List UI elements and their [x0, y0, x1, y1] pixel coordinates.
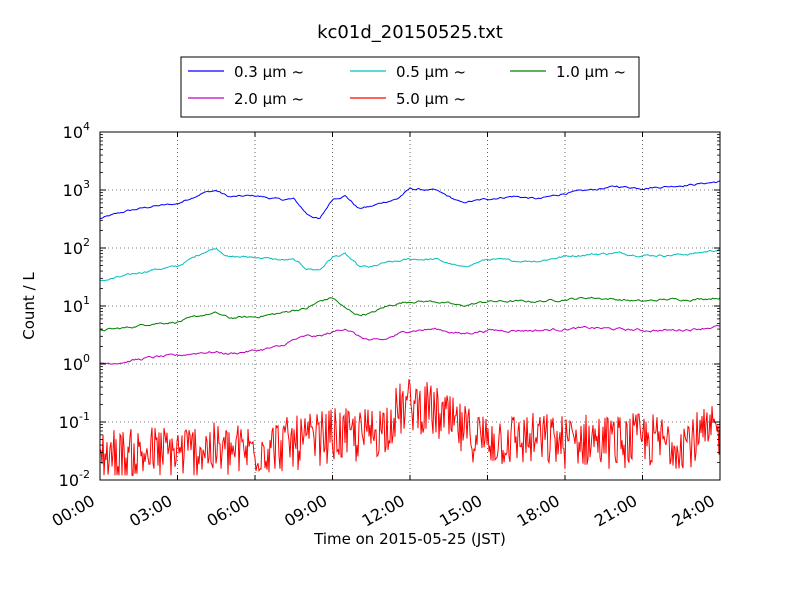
y-tick-label: 104: [63, 120, 90, 142]
y-tick-label: 102: [63, 236, 90, 258]
legend-label-4: 2.0 μm ~: [234, 90, 304, 108]
y-tick-label: 103: [63, 178, 90, 200]
legend-label-5: 5.0 μm ~: [396, 90, 466, 108]
legend-label-1: 0.3 μm ~: [234, 63, 304, 81]
legend-frame: [180, 56, 640, 118]
chart-title: kc01d_20150525.txt: [317, 22, 503, 43]
y-tick-label: 100: [63, 352, 90, 374]
series-line-3: [99, 296, 721, 332]
grid: [100, 132, 720, 480]
series-line-4: [99, 324, 721, 365]
y-tick-label: 101: [63, 294, 90, 316]
legend: 0.3 μm ~ 0.5 μm ~ 1.0 μm ~ 2.0 μm ~ 5.0 μm ~: [180, 56, 640, 118]
legend-label-2: 0.5 μm ~: [396, 63, 466, 81]
y-tick-labels: 10-2 10-1 100 101 102 103 104: [59, 120, 90, 490]
series-line-2: [99, 248, 721, 282]
series-line-1: [99, 180, 721, 220]
x-axis-label: Time on 2015-05-25 (JST): [313, 530, 506, 548]
legend-label-3: 1.0 μm ~: [556, 63, 626, 81]
series-line-5: [99, 379, 721, 476]
y-axis-label: Count / L: [20, 272, 38, 340]
y-tick-label: 10-1: [59, 410, 90, 432]
ticks: [99, 131, 721, 481]
series-layer: [99, 180, 721, 476]
y-tick-label: 10-2: [59, 468, 90, 490]
